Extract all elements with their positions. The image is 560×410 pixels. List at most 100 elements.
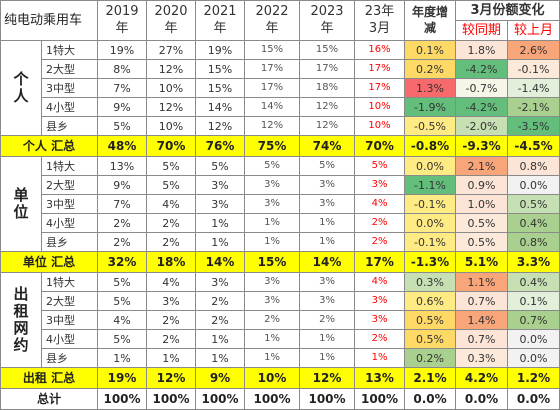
month-value-cell: 10% — [354, 97, 406, 117]
value-cell: 1% — [244, 348, 301, 368]
total-value: 100% — [97, 388, 148, 410]
value-cell: 2% — [146, 329, 197, 349]
value-cell: 5% — [195, 156, 246, 176]
value-cell: 14% — [195, 97, 246, 117]
value-cell: 3% — [299, 175, 356, 195]
change-cell: 1.8% — [455, 40, 509, 60]
table-row: 3中型 4% 2% 2% 2% 2% 3% 0.5% 1.4% 0.7% — [1, 310, 560, 330]
change-cell: 1.3% — [404, 78, 457, 98]
subtotal-value: 9% — [195, 367, 246, 389]
change-cell: 0.5% — [404, 310, 457, 330]
value-cell: 3% — [244, 291, 301, 311]
month-value-cell: 17% — [354, 78, 406, 98]
subtotal-value: 12% — [146, 367, 197, 389]
category-cell: 县乡 — [40, 348, 99, 368]
category-cell: 3中型 — [40, 310, 99, 330]
change-cell: 0.7% — [455, 329, 509, 349]
table-row: 4小型 9% 12% 14% 14% 12% 10% -1.9% -4.2% -2.1% — [1, 97, 560, 117]
value-cell: 2% — [195, 310, 246, 330]
total-row: 总计 100% 100% 100% 100% 100% 100% 0.0% 0.0% 0.0% — [0, 388, 560, 410]
value-cell: 19% — [97, 40, 148, 60]
subtotal-value: 32% — [97, 251, 148, 273]
value-cell: 1% — [244, 232, 301, 252]
category-cell: 3中型 — [40, 78, 99, 98]
value-cell: 5% — [97, 116, 148, 136]
subtotal-value: 76% — [195, 135, 246, 157]
subtotal-value: 10% — [244, 367, 301, 389]
change-cell: 0.4% — [507, 213, 560, 233]
table-row: 出 租 网 约 1特大 5% 4% 3% 3% 3% 4% 0.3% 1.1% 0.4% — [0, 272, 560, 368]
year-header: 2021 年 — [195, 0, 246, 41]
year-header: 2019 年 — [97, 0, 148, 41]
category-cell: 4小型 — [40, 329, 99, 349]
table-row: 2大型 8% 12% 15% 17% 17% 17% 0.2% -4.2% -0.1% — [1, 59, 560, 79]
value-cell: 14% — [244, 97, 301, 117]
change-cell: -0.1% — [404, 232, 457, 252]
total-value: 100% — [244, 388, 301, 410]
value-cell: 15% — [195, 59, 246, 79]
change-cell: -1.4% — [507, 78, 560, 98]
change-cell: 0.7% — [455, 291, 509, 311]
change-cell: 0.7% — [507, 310, 560, 330]
change-cell: -2.1% — [507, 97, 560, 117]
total-value: 0.0% — [404, 388, 457, 410]
value-cell: 9% — [97, 97, 148, 117]
value-cell: 18% — [299, 78, 356, 98]
value-cell: 5% — [97, 291, 148, 311]
month-value-cell: 4% — [354, 194, 406, 214]
value-cell: 3% — [299, 194, 356, 214]
subtotal-value: 17% — [354, 251, 406, 273]
yoy-header: 较同期 — [455, 20, 509, 41]
total-value: 0.0% — [455, 388, 509, 410]
change-cell: 0.5% — [507, 194, 560, 214]
month-value-cell: 3% — [354, 310, 406, 330]
change-cell: 0.3% — [404, 272, 457, 292]
year-header: 2023 年 — [299, 0, 356, 41]
change-cell: 0.2% — [404, 59, 457, 79]
value-cell: 17% — [244, 59, 301, 79]
table-row: 2大型 9% 5% 3% 3% 3% 3% -1.1% 0.9% 0.0% — [1, 175, 560, 195]
change-cell: -1.9% — [404, 97, 457, 117]
change-cell: 0.6% — [404, 291, 457, 311]
header-row: 纯电动乘用车 2019 年 2020 年 2021 年 2022 年 2023 年 23年 … — [0, 0, 560, 41]
table-row: 县乡 5% 10% 12% 12% 12% 10% -0.5% -2.0% -3.5% — [1, 116, 560, 136]
value-cell: 1% — [195, 348, 246, 368]
subtotal-value: 3.3% — [507, 251, 560, 273]
change-cell: 0.0% — [404, 156, 457, 176]
subtotal-value: 15% — [244, 251, 301, 273]
subtotal-row: 单位 汇总 32% 18% 14% 15% 14% 17% -1.3% 5.1% 3.3% — [0, 251, 560, 273]
value-cell: 12% — [195, 116, 246, 136]
value-cell: 2% — [97, 232, 148, 252]
value-cell: 15% — [195, 78, 246, 98]
annual-change-header: 年度增 减 — [404, 0, 457, 41]
value-cell: 3% — [146, 291, 197, 311]
value-cell: 2% — [244, 310, 301, 330]
table-row: 3中型 7% 10% 15% 17% 18% 17% 1.3% -0.7% -1.4% — [1, 78, 560, 98]
month-value-cell: 10% — [354, 116, 406, 136]
month-value-cell: 3% — [354, 291, 406, 311]
value-cell: 5% — [97, 272, 148, 292]
value-cell: 12% — [146, 59, 197, 79]
change-cell: 0.5% — [455, 232, 509, 252]
category-cell: 4小型 — [40, 213, 99, 233]
value-cell: 7% — [97, 78, 148, 98]
category-cell: 3中型 — [40, 194, 99, 214]
change-cell: -3.5% — [507, 116, 560, 136]
table-row: 县乡 2% 2% 1% 1% 1% 2% -0.1% 0.5% 0.8% — [1, 232, 560, 252]
value-cell: 15% — [299, 40, 356, 60]
change-cell: 0.8% — [507, 156, 560, 176]
change-cell: -1.1% — [404, 175, 457, 195]
change-cell: 0.0% — [507, 329, 560, 349]
month-value-cell: 1% — [354, 348, 406, 368]
month-header: 23年 3月 — [354, 0, 406, 41]
change-cell: -4.2% — [455, 59, 509, 79]
value-cell: 4% — [97, 310, 148, 330]
value-cell: 2% — [299, 310, 356, 330]
subtotal-label: 单位 汇总 — [0, 251, 99, 273]
change-cell: 1.1% — [455, 272, 509, 292]
year-header: 2022 年 — [244, 0, 301, 41]
subtotal-value: 2.1% — [404, 367, 457, 389]
subtotal-value: 12% — [299, 367, 356, 389]
subtotal-value: -9.3% — [455, 135, 509, 157]
mom-header: 较上月 — [507, 20, 560, 41]
